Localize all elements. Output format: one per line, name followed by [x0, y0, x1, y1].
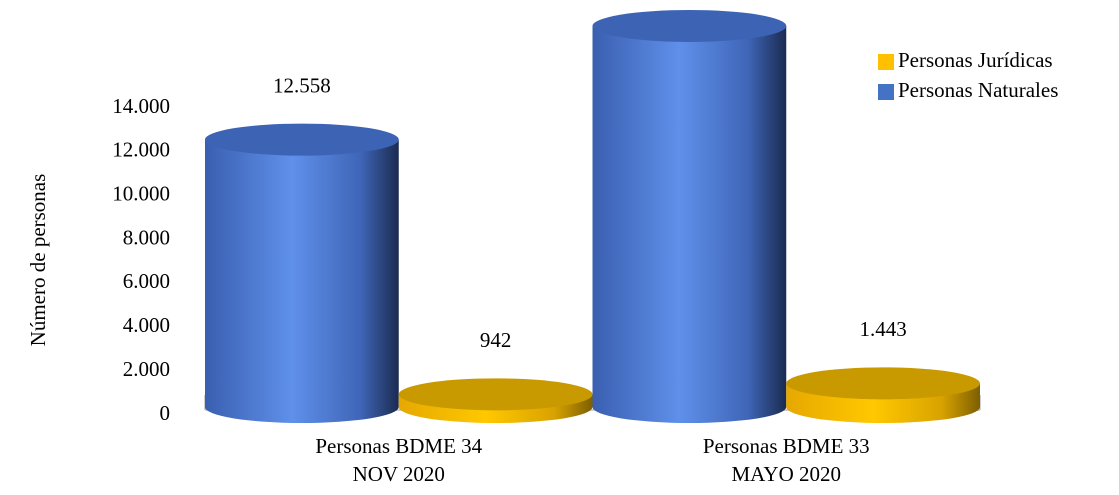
legend-label: Personas Naturales [898, 78, 1058, 102]
y-tick-label: 6.000 [123, 269, 170, 293]
legend-swatch [878, 84, 894, 100]
cylinder-top [592, 9, 787, 42]
x-tick-label: NOV 2020 [353, 462, 445, 486]
value-label: 1.443 [860, 317, 907, 341]
value-label: 12.558 [273, 73, 331, 97]
y-tick-label: 2.000 [123, 357, 170, 381]
bar [205, 139, 399, 407]
y-axis-title: Número de personas [26, 174, 50, 347]
legend-swatch [878, 54, 894, 70]
cylinder-top [786, 367, 980, 400]
x-tick-label: Personas BDME 33 [703, 434, 870, 458]
y-tick-label: 8.000 [123, 225, 170, 249]
y-tick-label: 14.000 [112, 94, 170, 118]
bar [592, 25, 787, 407]
x-tick-label: MAYO 2020 [732, 462, 842, 486]
y-tick-label: 0 [160, 401, 171, 425]
x-tick-label: Personas BDME 34 [315, 434, 482, 458]
y-tick-label: 4.000 [123, 313, 170, 337]
cylinder-top [398, 378, 593, 411]
legend-label: Personas Jurídicas [898, 48, 1053, 72]
y-tick-label: 10.000 [112, 182, 170, 206]
y-tick-label: 12.000 [112, 138, 170, 162]
value-label: 942 [480, 328, 512, 352]
cylinder-top [205, 123, 399, 156]
